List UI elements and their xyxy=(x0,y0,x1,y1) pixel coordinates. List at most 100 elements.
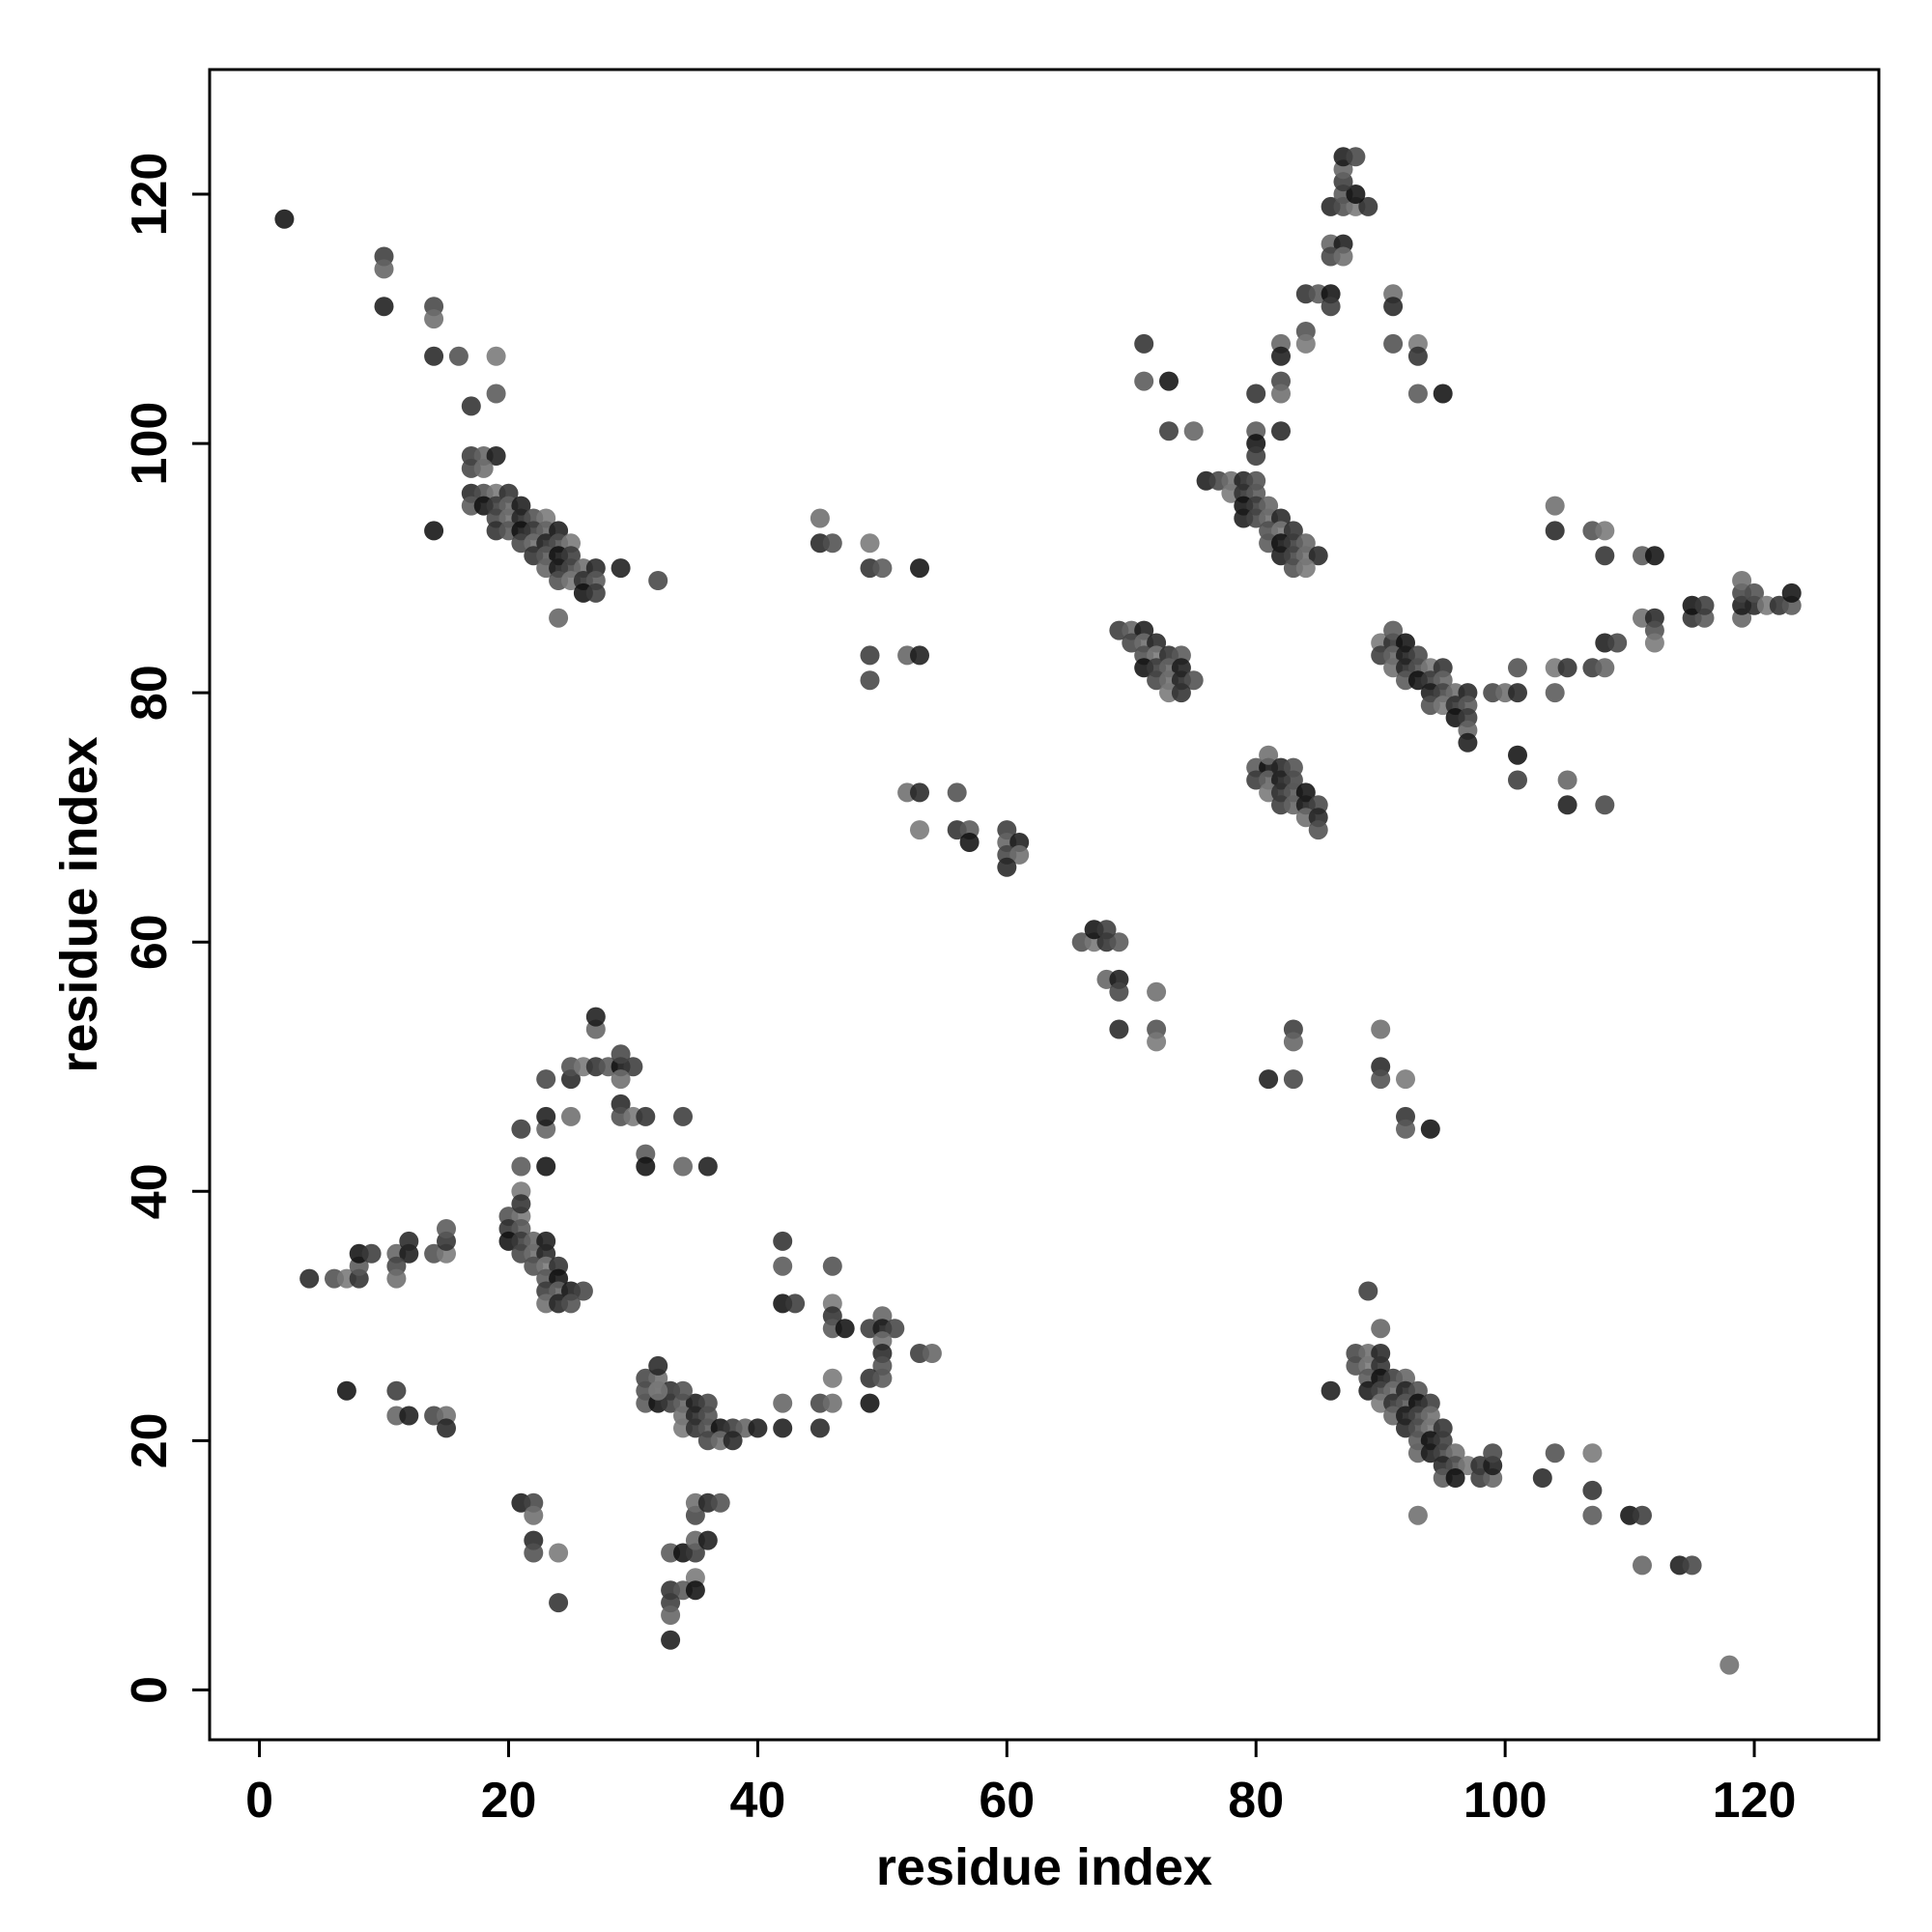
contact-point xyxy=(910,820,929,840)
contact-point xyxy=(1246,384,1266,404)
contact-point xyxy=(947,782,967,803)
contact-point xyxy=(1582,1480,1603,1500)
contact-point xyxy=(585,582,606,603)
x-axis: 0 20 40 60 80 100 120 xyxy=(245,1740,1796,1829)
contact-point xyxy=(1545,683,1565,703)
contact-point xyxy=(1159,371,1179,391)
contact-point xyxy=(773,1393,793,1413)
contact-point xyxy=(810,508,830,528)
contact-point xyxy=(860,645,880,666)
contact-point xyxy=(860,1393,880,1413)
contact-point xyxy=(1545,521,1565,541)
contact-point xyxy=(1633,1505,1652,1525)
contact-point xyxy=(1358,1281,1378,1301)
contact-point xyxy=(835,1319,855,1339)
contact-point xyxy=(1483,1443,1503,1463)
contact-point xyxy=(511,1119,531,1139)
contact-point xyxy=(723,1431,743,1451)
contact-point xyxy=(1295,333,1316,354)
contact-point xyxy=(1545,1443,1565,1463)
contact-point xyxy=(1295,558,1316,579)
contact-point xyxy=(661,1605,681,1625)
x-tick-label: 0 xyxy=(245,1773,273,1829)
contact-point xyxy=(648,1380,668,1401)
contact-point xyxy=(1582,1505,1603,1525)
contact-point xyxy=(399,1231,419,1251)
contact-point xyxy=(1407,346,1428,366)
contact-point xyxy=(1096,920,1117,940)
points-layer xyxy=(274,147,1802,1675)
contact-point xyxy=(1644,546,1664,566)
contact-point xyxy=(1147,981,1167,1002)
contact-point xyxy=(1009,844,1030,865)
contact-point xyxy=(910,558,929,579)
contact-point xyxy=(636,1106,656,1126)
contact-point xyxy=(1183,421,1204,441)
contact-point xyxy=(549,1543,569,1563)
contact-point xyxy=(922,1344,942,1363)
contact-point xyxy=(1433,384,1453,404)
contact-point xyxy=(536,1106,556,1126)
contact-point xyxy=(1134,371,1154,391)
contact-point xyxy=(1147,1032,1167,1052)
contact-point xyxy=(822,1393,842,1413)
contact-point xyxy=(661,1630,681,1650)
x-tick-label: 80 xyxy=(1228,1773,1284,1829)
contact-point xyxy=(1308,820,1328,840)
contact-point xyxy=(1159,421,1179,441)
contact-point xyxy=(424,309,444,329)
contact-point xyxy=(437,1418,456,1438)
contact-point xyxy=(1557,658,1577,678)
contact-point xyxy=(1371,1019,1391,1039)
contact-point xyxy=(1396,1069,1415,1090)
y-tick-label: 0 xyxy=(122,1676,178,1704)
contact-point xyxy=(1371,1319,1391,1339)
contact-point xyxy=(1246,446,1266,466)
contact-point xyxy=(1420,1119,1440,1139)
contact-point xyxy=(448,346,469,366)
contact-point xyxy=(773,1418,793,1438)
contact-point xyxy=(748,1418,768,1438)
contact-point xyxy=(1407,1505,1428,1525)
contact-point xyxy=(1458,732,1478,753)
contact-point xyxy=(1271,384,1291,404)
contact-point xyxy=(872,558,893,579)
contact-point xyxy=(1508,683,1527,703)
contact-point xyxy=(486,384,506,404)
contact-point xyxy=(1383,297,1404,317)
contact-point xyxy=(697,1530,718,1550)
contact-point xyxy=(1595,795,1615,815)
contact-point xyxy=(274,209,295,229)
contact-point xyxy=(1109,981,1129,1002)
contact-point xyxy=(1557,770,1577,790)
contact-point xyxy=(511,1194,531,1214)
contact-point xyxy=(910,782,929,803)
x-tick-label: 60 xyxy=(979,1773,1035,1829)
contact-point xyxy=(1271,421,1291,441)
contact-point xyxy=(374,259,394,279)
contact-point xyxy=(1321,1380,1341,1401)
contact-point xyxy=(1308,546,1328,566)
y-tick-label: 40 xyxy=(122,1163,178,1219)
contact-point xyxy=(1333,246,1353,267)
contact-point xyxy=(822,533,842,554)
contact-point xyxy=(536,1156,556,1177)
contact-point xyxy=(623,1057,643,1077)
contact-point xyxy=(773,1231,793,1251)
contact-point xyxy=(1283,1069,1303,1090)
contact-point xyxy=(1371,1069,1391,1090)
contact-point xyxy=(424,346,444,366)
contact-point xyxy=(561,1106,581,1126)
contact-point xyxy=(997,857,1017,877)
contact-point xyxy=(611,1044,631,1065)
x-tick-label: 40 xyxy=(729,1773,785,1829)
y-axis-title: residue index xyxy=(50,736,108,1072)
contact-point xyxy=(1109,1019,1129,1039)
contact-point xyxy=(822,1256,842,1276)
contact-point xyxy=(1532,1468,1552,1488)
contact-point xyxy=(860,670,880,691)
contact-point xyxy=(1682,1555,1702,1576)
contact-point xyxy=(386,1268,407,1289)
contact-point xyxy=(1508,770,1527,790)
